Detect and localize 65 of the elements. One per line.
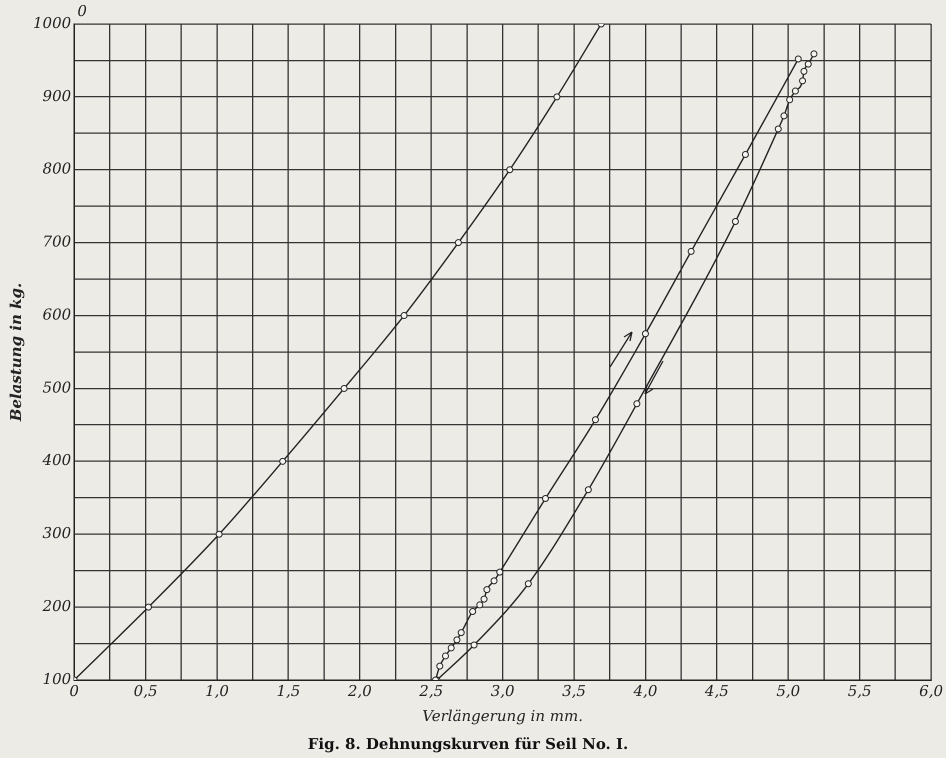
point	[732, 218, 739, 226]
point	[458, 629, 465, 636]
point	[642, 330, 649, 338]
x-tick-label: 1,0	[205, 682, 230, 700]
point	[592, 416, 599, 424]
y-tick-label: 400	[42, 451, 72, 470]
point	[483, 586, 490, 594]
x-tick-label: 4,0	[632, 682, 658, 700]
point	[524, 580, 532, 588]
point	[553, 93, 560, 100]
point	[810, 50, 818, 58]
point	[774, 125, 782, 132]
x-tick-label: 4,5	[704, 682, 729, 700]
point	[448, 644, 455, 652]
x-tick-label: 0	[69, 682, 80, 700]
point	[400, 312, 408, 320]
y-tick-label: 800	[42, 160, 72, 178]
y-tick-label: 700	[42, 232, 72, 251]
point	[584, 486, 592, 494]
point	[454, 239, 462, 246]
point	[792, 88, 799, 95]
point	[470, 642, 478, 649]
point	[804, 60, 812, 68]
point	[688, 248, 695, 255]
x-tick-label: 5,0	[776, 682, 801, 700]
point	[442, 652, 449, 660]
x-tick-label: 0,5	[134, 682, 158, 700]
y-tick-label: 200	[42, 597, 72, 615]
point	[794, 55, 802, 62]
text: 0	[77, 2, 88, 20]
point	[216, 530, 223, 538]
point	[786, 96, 794, 104]
x-tick-label: 1,5	[276, 682, 300, 700]
y-axis-title: Belastung in kg.	[6, 282, 25, 422]
x-tick-label: 3,5	[562, 682, 586, 700]
y-tick-label: 100	[42, 670, 72, 688]
point	[476, 601, 484, 608]
point	[279, 458, 286, 465]
text: Fig. 8. Dehnungskurven für Seil No. I.	[308, 734, 628, 753]
point	[480, 596, 488, 603]
x-tick-label: 2,5	[418, 682, 444, 700]
x-axis-title: Verlängerung in mm.	[422, 706, 583, 725]
point	[800, 68, 808, 75]
point	[633, 400, 640, 408]
point	[506, 166, 514, 174]
x-tick-label: 2,0	[346, 682, 372, 700]
point	[436, 662, 444, 670]
point	[742, 150, 749, 158]
y-tick-label: 600	[42, 305, 72, 324]
x-tick-label: 6,0	[919, 682, 944, 700]
y-tick-label: 900	[42, 86, 72, 105]
point	[542, 495, 549, 502]
point	[453, 636, 460, 644]
y-tick-label: 1000	[32, 14, 72, 32]
point	[799, 77, 806, 84]
point	[144, 604, 152, 611]
point	[496, 568, 504, 576]
x-tick-label: 3,0	[490, 682, 516, 700]
point	[490, 577, 498, 584]
x-tick-label: 5,5	[848, 682, 872, 700]
point	[780, 112, 788, 120]
point	[469, 608, 476, 615]
y-tick-label: 500	[42, 378, 72, 396]
point	[340, 384, 348, 392]
y-tick-label: 300	[42, 524, 72, 542]
